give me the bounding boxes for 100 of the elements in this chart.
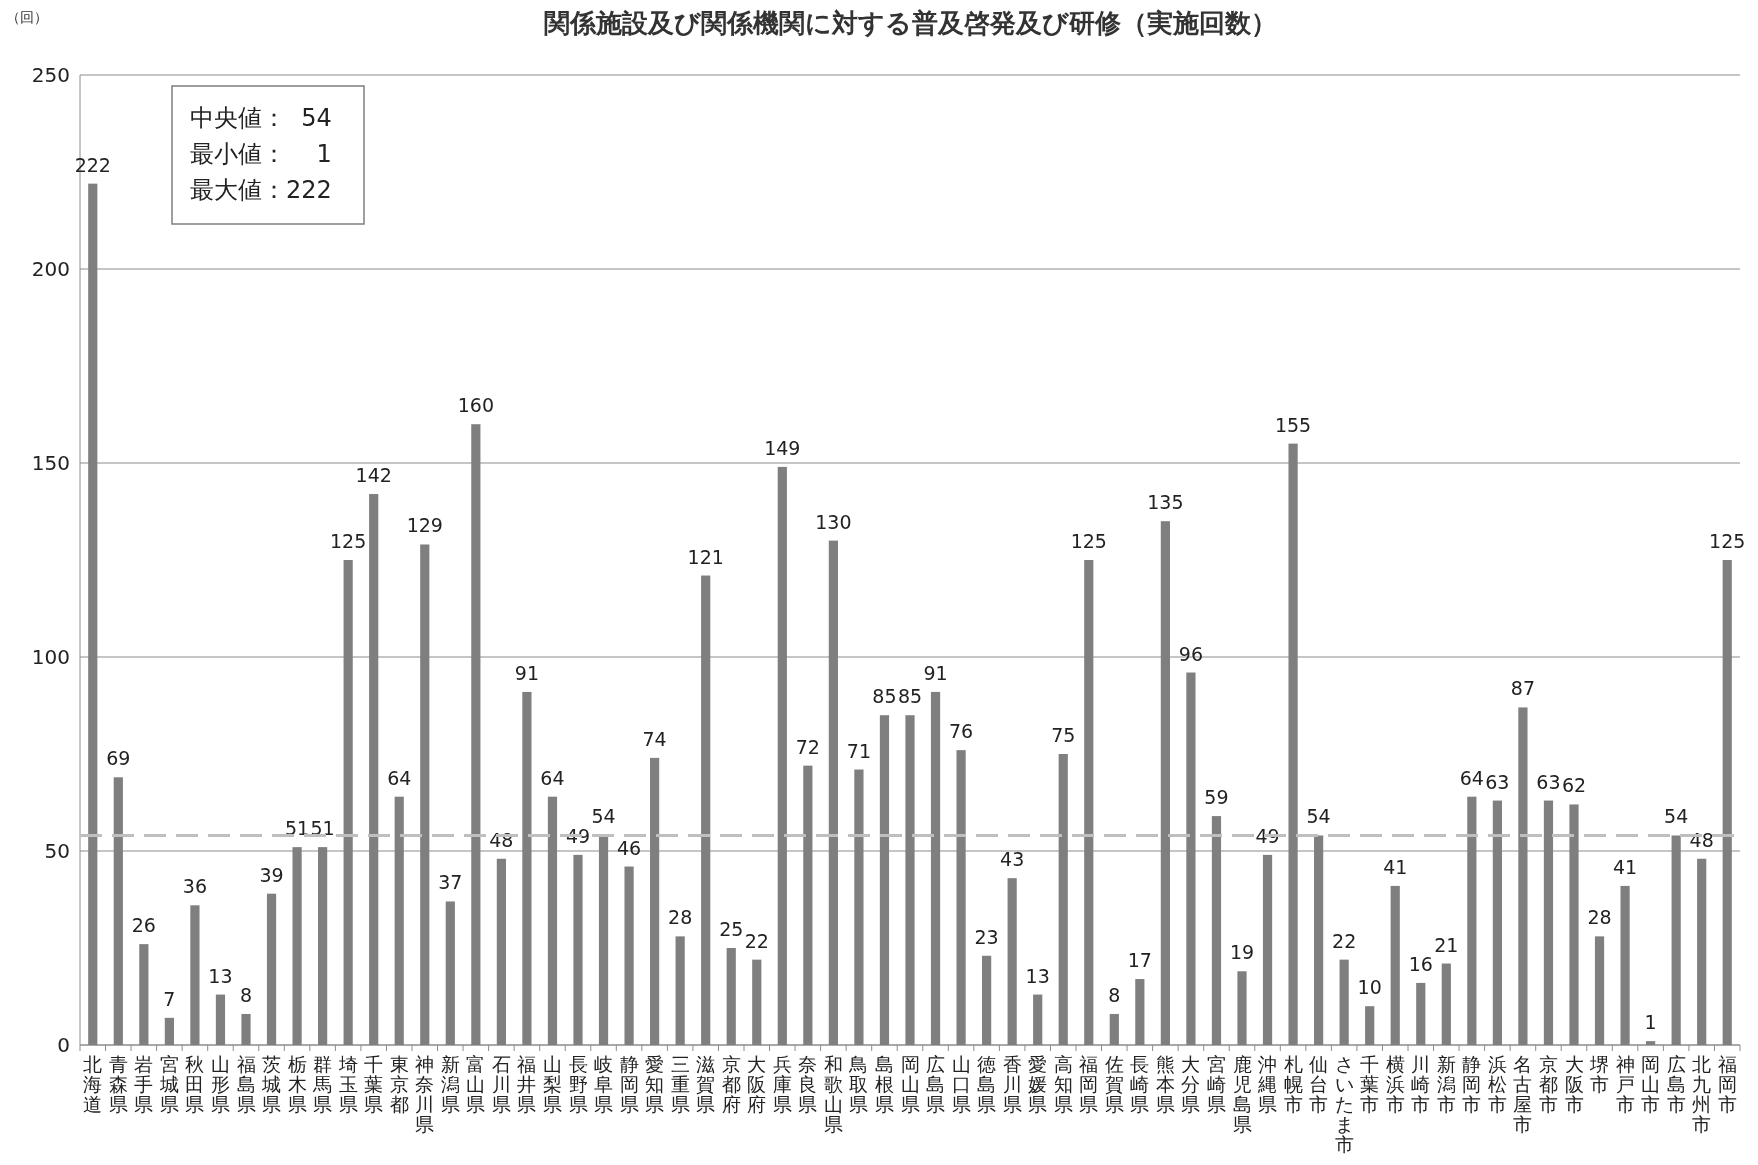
data-label: 28 — [1587, 906, 1612, 929]
bar — [1722, 560, 1732, 1045]
data-label: 37 — [438, 871, 463, 894]
data-label: 13 — [208, 964, 233, 987]
x-tick-label: 島根県 — [874, 1053, 894, 1115]
x-tick-label: 福井県 — [517, 1053, 537, 1115]
data-label: 13 — [1025, 964, 1050, 987]
x-tick-label: 愛媛県 — [1028, 1053, 1048, 1115]
data-label: 59 — [1204, 786, 1229, 809]
bar — [1492, 800, 1502, 1045]
x-tick-label: 北海道 — [83, 1053, 103, 1115]
bar — [1467, 796, 1477, 1045]
data-label: 76 — [948, 720, 974, 743]
x-tick-label: 香川県 — [1002, 1053, 1022, 1115]
x-tick-label: 沖縄県 — [1257, 1053, 1278, 1115]
data-label: 222 — [74, 153, 111, 176]
data-label: 62 — [1561, 774, 1587, 797]
chart-title: 関係施設及び関係機関に対する普及啓発及び研修（実施回数） — [543, 8, 1277, 38]
data-label: 85 — [897, 685, 923, 708]
bar — [547, 796, 558, 1045]
bar — [496, 858, 506, 1045]
data-label: 87 — [1510, 677, 1536, 700]
data-label: 26 — [131, 914, 156, 937]
x-tick-label: 宮城県 — [158, 1053, 179, 1115]
data-label: 19 — [1229, 941, 1255, 964]
x-tick-label: 大阪市 — [1564, 1053, 1584, 1115]
data-label: 36 — [182, 875, 208, 898]
x-tick-label: 和歌山県 — [823, 1053, 843, 1135]
data-label: 46 — [616, 836, 642, 859]
bar — [598, 835, 609, 1045]
x-tick-label: 佐賀県 — [1104, 1053, 1124, 1115]
bar — [1416, 982, 1426, 1045]
data-label: 64 — [540, 766, 565, 789]
bar — [650, 757, 660, 1045]
x-tick-label: 青森県 — [108, 1053, 128, 1115]
y-tick-label: 50 — [44, 839, 70, 863]
bar — [1058, 754, 1068, 1045]
data-label: 8 — [1108, 983, 1121, 1006]
x-tick-label: 栃木県 — [287, 1053, 307, 1115]
bar — [266, 893, 277, 1045]
bar — [292, 847, 302, 1045]
bar — [1390, 885, 1400, 1045]
x-tick-label: 群馬県 — [312, 1053, 333, 1115]
data-label: 43 — [1000, 848, 1025, 871]
data-label: 96 — [1178, 642, 1204, 665]
data-label: 22 — [744, 929, 769, 952]
x-tick-label: 岐阜県 — [594, 1053, 614, 1115]
bar — [139, 944, 149, 1045]
bar — [1543, 800, 1554, 1045]
x-tick-label: 新潟県 — [440, 1053, 460, 1115]
data-label: 10 — [1357, 976, 1382, 999]
x-tick-label: 埼玉県 — [337, 1053, 358, 1115]
data-label: 72 — [795, 735, 820, 758]
x-tick-label: 新潟市 — [1436, 1053, 1456, 1115]
x-tick-label: 岩手県 — [134, 1053, 154, 1115]
data-label: 16 — [1408, 952, 1433, 975]
bar — [522, 691, 532, 1045]
bar — [369, 494, 379, 1045]
bar — [190, 905, 200, 1045]
x-tick-label: 福島県 — [236, 1053, 256, 1115]
bar — [573, 854, 583, 1045]
bar — [88, 183, 98, 1045]
data-label: 91 — [514, 661, 540, 684]
x-tick-label: 石川県 — [491, 1053, 511, 1115]
x-tick-label: 静岡県 — [619, 1053, 639, 1115]
annotation: 中央値： 54 — [190, 104, 332, 132]
data-label: 142 — [355, 464, 392, 487]
bar — [982, 955, 992, 1045]
bar — [394, 796, 404, 1045]
data-label: 41 — [1383, 855, 1408, 878]
data-label: 91 — [923, 661, 948, 684]
x-tick-label: 名古屋市 — [1513, 1053, 1533, 1135]
x-tick-label: 奈良県 — [798, 1053, 818, 1115]
bar — [726, 948, 736, 1045]
y-tick-label: 150 — [31, 451, 70, 475]
bar — [956, 750, 966, 1045]
bar — [1007, 878, 1017, 1045]
bar — [1237, 971, 1247, 1045]
x-tick-label: 福岡市 — [1717, 1053, 1737, 1115]
bar — [1109, 1013, 1119, 1045]
x-tick-label: 堺市 — [1589, 1053, 1610, 1095]
x-tick-label: 熊本県 — [1155, 1053, 1175, 1115]
x-tick-label: 徳島県 — [977, 1053, 997, 1115]
bar — [471, 424, 481, 1045]
x-tick-label: 山口県 — [951, 1053, 971, 1115]
data-label: 130 — [815, 510, 852, 533]
x-tick-label: 神奈川県 — [415, 1053, 435, 1135]
bar — [1339, 959, 1349, 1045]
x-tick-label: 浜松市 — [1487, 1053, 1507, 1115]
bar — [445, 901, 455, 1045]
x-tick-label: 山梨県 — [542, 1053, 562, 1115]
bar — [803, 765, 813, 1045]
bar — [879, 715, 890, 1045]
x-tick-label: 茨城県 — [261, 1053, 282, 1115]
data-label: 75 — [1051, 724, 1076, 746]
x-tick-label: 京都市 — [1538, 1053, 1558, 1115]
bar — [675, 936, 685, 1045]
data-label: 149 — [764, 436, 801, 459]
x-tick-label: 鹿児島県 — [1232, 1053, 1252, 1135]
x-tick-label: 宮崎県 — [1206, 1053, 1226, 1115]
